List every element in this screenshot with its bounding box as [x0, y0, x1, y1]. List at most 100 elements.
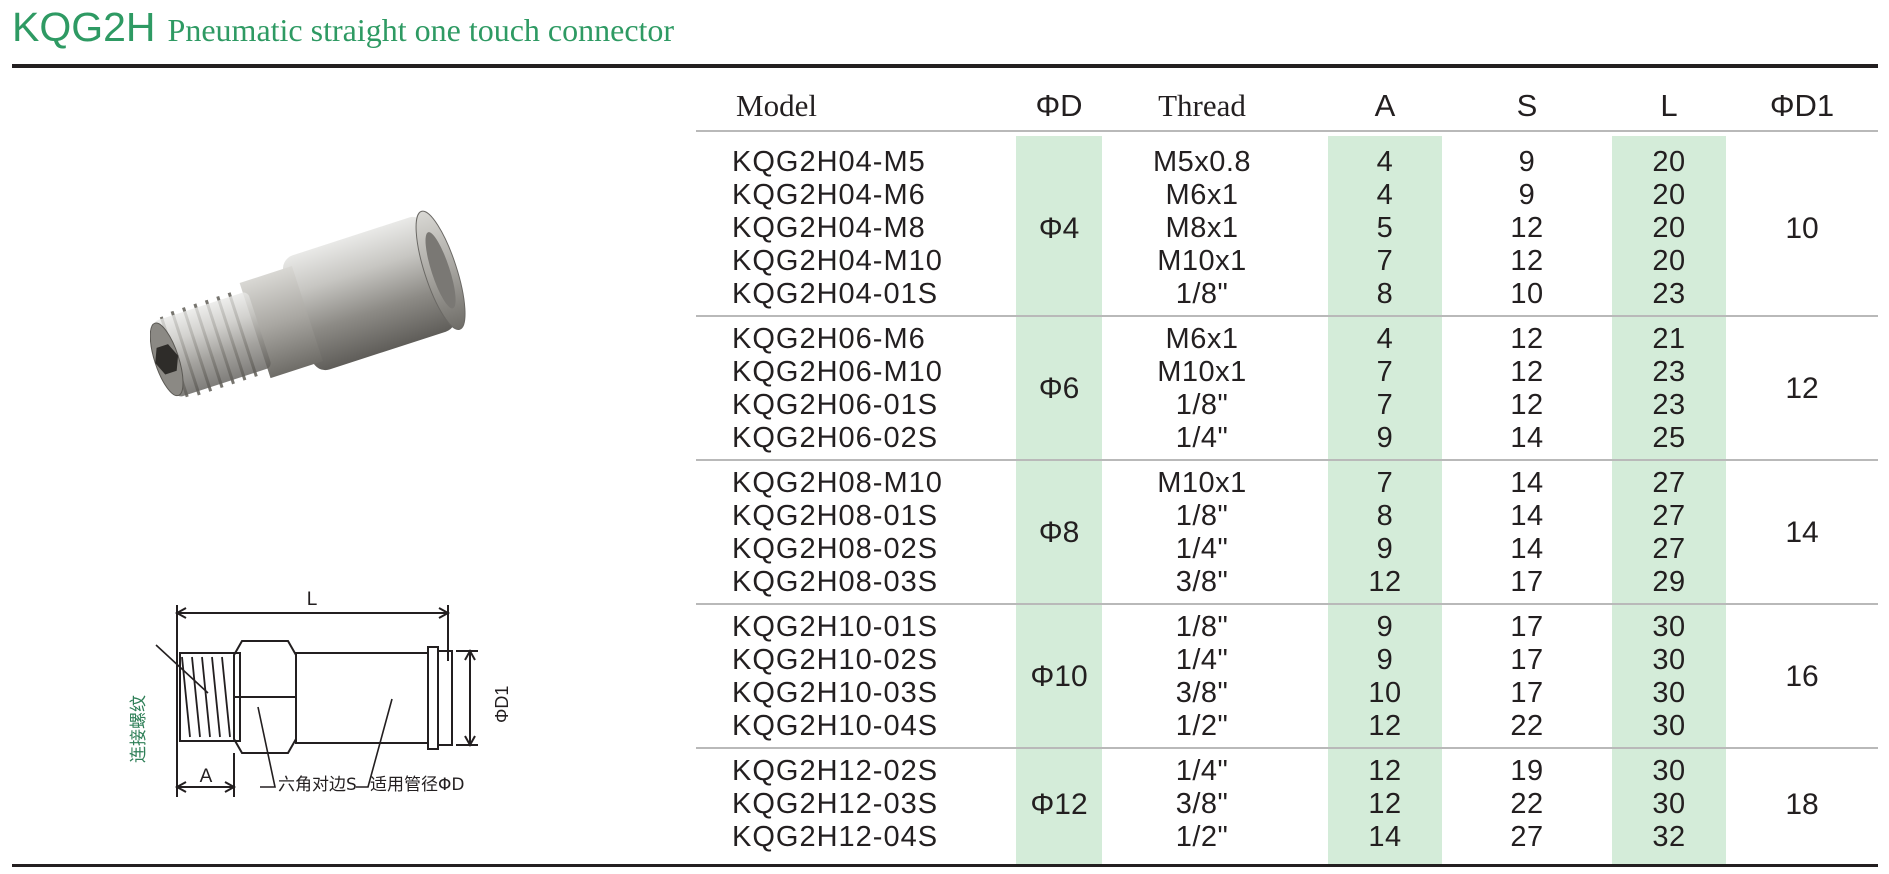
- cell-model: KQG2H08-01S: [732, 500, 939, 532]
- group-divider: [696, 603, 1878, 605]
- cell-a: 12: [1368, 788, 1402, 820]
- cell-thread: 1/2": [1175, 821, 1229, 853]
- label-d1: ΦD1: [492, 686, 512, 723]
- cell-s: 12: [1510, 245, 1544, 277]
- cell-model: KQG2H12-04S: [732, 821, 939, 853]
- cell-l: 23: [1652, 278, 1686, 310]
- cell-thread: M6x1: [1165, 323, 1239, 355]
- cell-s: 12: [1510, 323, 1544, 355]
- cell-s: 14: [1510, 422, 1544, 454]
- column-header-a: A: [1374, 88, 1396, 123]
- cell-s: 9: [1518, 146, 1536, 178]
- cell-a: 12: [1368, 710, 1402, 742]
- cell-thread: 1/8": [1175, 278, 1229, 310]
- product-description: Pneumatic straight one touch connector: [167, 12, 675, 48]
- spec-table: Model ΦD Thread A S L ΦD1 KQG2H04-M5 M5x0.8 4 9 20 K…: [696, 68, 1878, 864]
- label-a: A: [200, 766, 213, 787]
- cell-model: KQG2H10-02S: [732, 644, 939, 676]
- cell-s: 27: [1510, 821, 1544, 853]
- cell-l: 27: [1652, 533, 1686, 565]
- cell-thread: 1/4": [1175, 422, 1229, 454]
- column-header-s: S: [1516, 88, 1538, 123]
- label-l: L: [307, 589, 318, 610]
- cell-l: 20: [1652, 212, 1686, 244]
- cell-thread: 1/8": [1175, 500, 1229, 532]
- cell-diameter: Φ8: [1038, 516, 1080, 549]
- cell-thread: 1/2": [1175, 710, 1229, 742]
- cell-a: 4: [1376, 179, 1394, 211]
- cell-model: KQG2H06-M6: [732, 323, 926, 355]
- cell-l: 30: [1652, 644, 1686, 676]
- cell-l: 32: [1652, 821, 1686, 853]
- cell-s: 14: [1510, 500, 1544, 532]
- cell-outer-diameter: 10: [1785, 211, 1819, 245]
- column-shade-a: [1328, 136, 1442, 864]
- product-code: KQG2H: [12, 4, 156, 50]
- cell-model: KQG2H12-02S: [732, 755, 939, 787]
- label-thread: 连接螺纹: [129, 695, 149, 763]
- cell-model: KQG2H04-M10: [732, 245, 943, 277]
- cell-l: 23: [1652, 389, 1686, 421]
- column-header-thread: Thread: [1158, 88, 1246, 123]
- column-header-l: L: [1660, 88, 1678, 123]
- group-divider: [696, 459, 1878, 461]
- cell-l: 29: [1652, 566, 1686, 598]
- cell-diameter: Φ6: [1038, 372, 1080, 405]
- product-photo: [150, 210, 466, 398]
- cell-l: 20: [1652, 179, 1686, 211]
- bottom-rule: [12, 864, 1878, 867]
- cell-thread: 3/8": [1175, 788, 1229, 820]
- label-tube: 适用管径ΦD: [370, 775, 464, 795]
- column-header-d1: ΦD1: [1769, 88, 1835, 123]
- cell-thread: M10x1: [1157, 467, 1247, 499]
- cell-l: 25: [1652, 422, 1686, 454]
- cell-outer-diameter: 16: [1785, 660, 1819, 693]
- group-divider: [696, 315, 1878, 317]
- cell-l: 20: [1652, 146, 1686, 178]
- cell-a: 12: [1368, 566, 1402, 598]
- cell-l: 21: [1652, 323, 1686, 355]
- cell-a: 10: [1368, 677, 1402, 709]
- label-hex: 六角对边S: [278, 775, 357, 795]
- dimension-drawing: L A ΦD1 连接螺纹 六角对边S 适用管径ΦD: [129, 589, 512, 797]
- cell-l: 30: [1652, 611, 1686, 643]
- cell-s: 17: [1510, 611, 1544, 643]
- cell-s: 22: [1510, 788, 1544, 820]
- cell-diameter: Φ12: [1030, 787, 1088, 821]
- cell-l: 27: [1652, 467, 1686, 499]
- cell-s: 12: [1510, 212, 1544, 244]
- cell-model: KQG2H04-01S: [732, 278, 939, 310]
- cell-thread: 1/4": [1175, 644, 1229, 676]
- cell-outer-diameter: 18: [1785, 787, 1819, 821]
- cell-a: 4: [1376, 323, 1394, 355]
- cell-s: 19: [1510, 755, 1544, 787]
- cell-outer-diameter: 12: [1785, 372, 1819, 405]
- cell-s: 12: [1510, 356, 1544, 388]
- cell-thread: M8x1: [1165, 212, 1239, 244]
- cell-outer-diameter: 14: [1785, 516, 1819, 549]
- cell-a: 7: [1376, 467, 1394, 499]
- cell-thread: 3/8": [1175, 566, 1229, 598]
- column-shade-d: [1016, 136, 1102, 864]
- cell-model: KQG2H08-M10: [732, 467, 943, 499]
- cell-thread: 1/8": [1175, 611, 1229, 643]
- cell-s: 17: [1510, 566, 1544, 598]
- cell-a: 7: [1376, 245, 1394, 277]
- cell-a: 12: [1368, 755, 1402, 787]
- cell-a: 5: [1376, 212, 1394, 244]
- cell-model: KQG2H04-M5: [732, 146, 926, 178]
- cell-thread: M6x1: [1165, 179, 1239, 211]
- cell-s: 14: [1510, 467, 1544, 499]
- cell-a: 4: [1376, 146, 1394, 178]
- top-rule: [12, 64, 1878, 68]
- cell-model: KQG2H04-M6: [732, 179, 926, 211]
- cell-a: 8: [1376, 278, 1394, 310]
- cell-thread: M5x0.8: [1152, 146, 1252, 178]
- cell-a: 7: [1376, 389, 1394, 421]
- cell-thread: M10x1: [1157, 356, 1247, 388]
- page-title: KQG2H Pneumatic straight one touch conne…: [12, 0, 674, 54]
- cell-s: 10: [1510, 278, 1544, 310]
- cell-diameter: Φ4: [1038, 211, 1080, 245]
- cell-s: 9: [1518, 179, 1536, 211]
- cell-l: 30: [1652, 788, 1686, 820]
